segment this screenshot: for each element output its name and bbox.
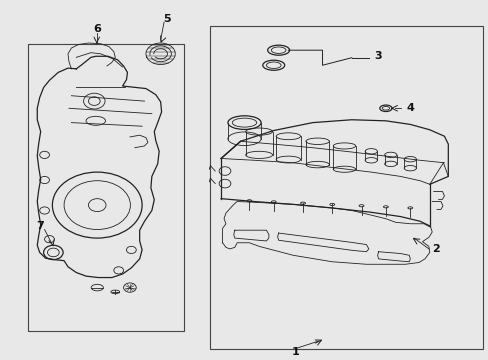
Text: 2: 2	[431, 244, 439, 254]
Text: 1: 1	[291, 347, 299, 357]
Text: 6: 6	[93, 24, 101, 35]
Text: 4: 4	[406, 103, 413, 113]
Text: 5: 5	[163, 14, 171, 24]
Text: 3: 3	[374, 51, 382, 61]
Text: 7: 7	[36, 221, 43, 231]
